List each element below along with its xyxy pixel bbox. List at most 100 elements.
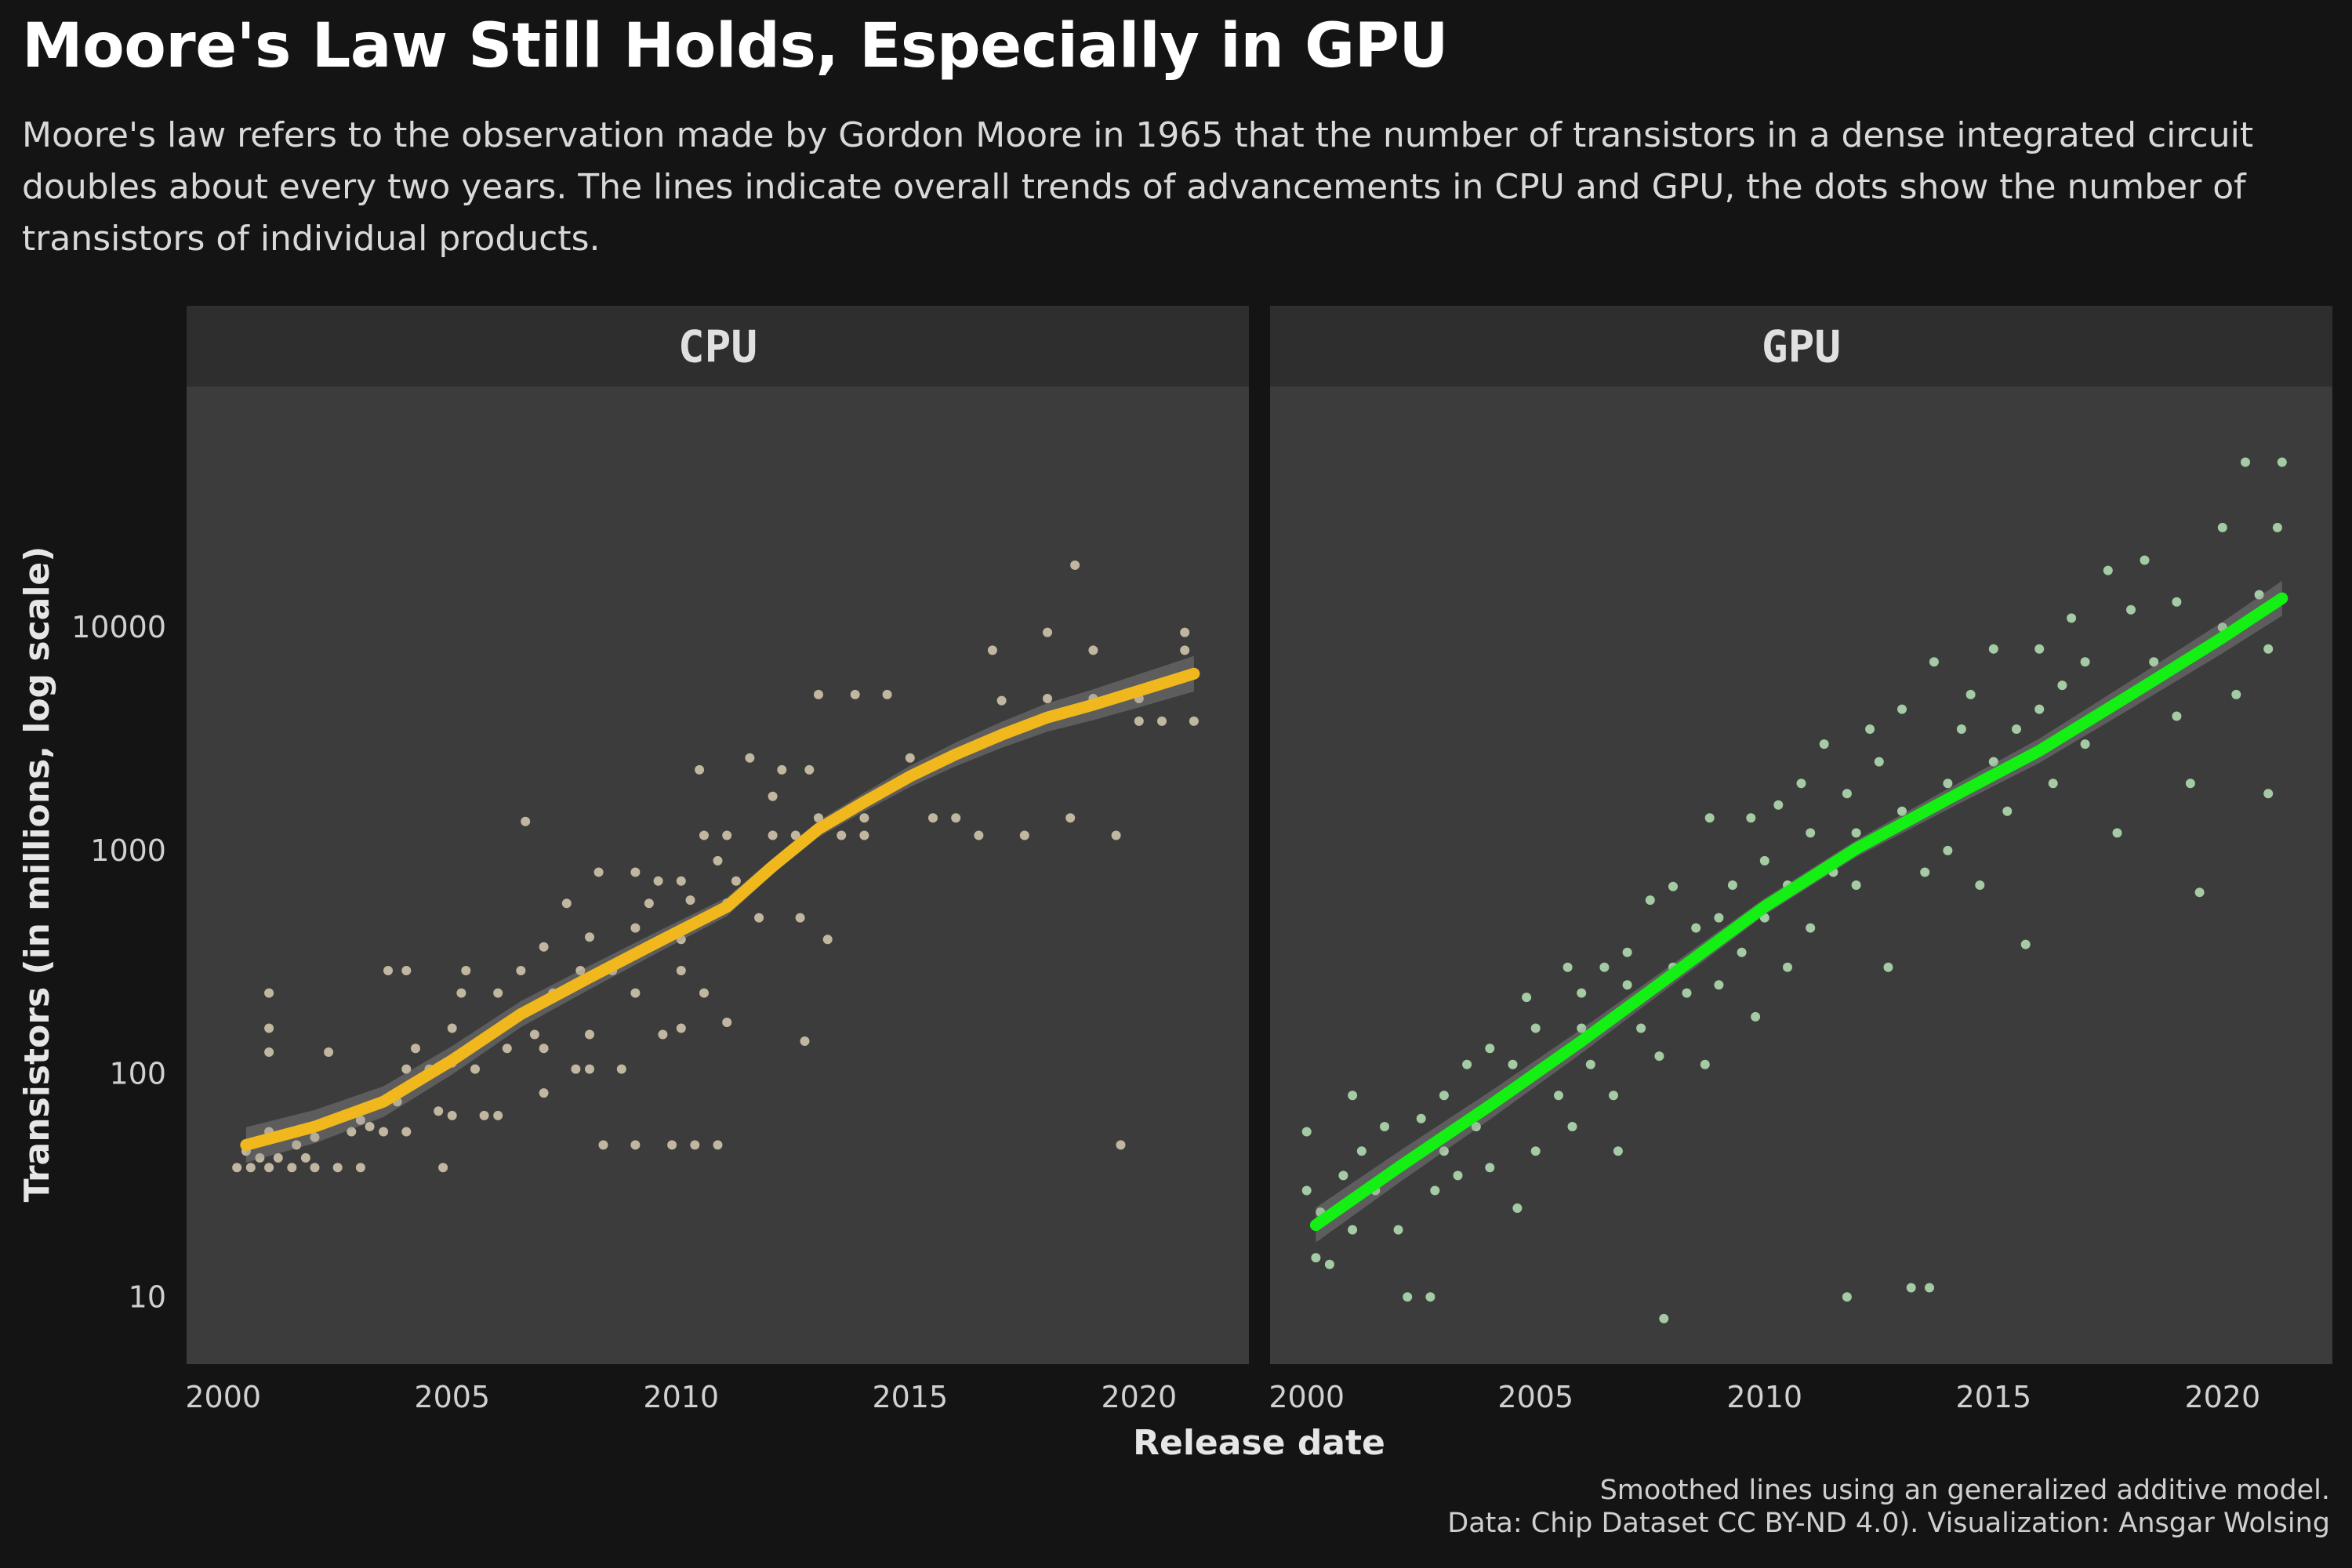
data-point [1577,988,1587,998]
x-tick-label: 2020 [2184,1380,2260,1414]
data-point [1512,1203,1523,1213]
y-tick-label: 10 [129,1279,166,1314]
data-point [690,1140,700,1150]
data-point [1471,1122,1481,1131]
data-point [1851,828,1861,838]
data-point [434,1106,444,1116]
data-point [1043,694,1052,703]
data-point [1522,993,1532,1003]
data-point [1988,644,1998,654]
data-point [2080,657,2090,667]
facet-label: GPU [1762,322,1841,373]
data-point [585,1064,594,1074]
data-point [814,813,823,823]
data-point [273,1152,283,1163]
data-point [2112,828,2122,838]
data-point [1116,1140,1126,1150]
data-point [1416,1113,1426,1123]
x-tick-label: 2010 [1726,1380,1802,1414]
data-point [493,1110,503,1120]
data-point [1338,1171,1348,1181]
y-tick-label: 1000 [90,833,166,868]
data-point [2012,724,2021,734]
data-point [1737,947,1747,957]
data-point [2034,704,2045,714]
data-point [1111,830,1121,840]
data-point [2194,887,2205,898]
plot-panel [1270,387,2332,1364]
data-point [1796,779,1806,789]
data-point [699,830,709,840]
data-point [1380,1122,1389,1131]
x-tick-label: 2005 [414,1380,490,1414]
x-tick-label: 2015 [1955,1380,2031,1414]
data-point [292,1140,302,1150]
data-point [1622,980,1632,990]
data-point [768,830,778,840]
data-point [245,1163,256,1173]
data-point [1453,1171,1463,1181]
data-point [493,988,503,998]
data-point [1311,1253,1321,1263]
data-point [1065,813,1076,823]
data-point [676,966,686,975]
data-point [1530,1023,1541,1033]
data-point [1485,1044,1495,1054]
data-point [287,1163,297,1173]
data-point [768,791,778,801]
data-point [1851,880,1861,890]
data-point [630,988,641,998]
data-point [2057,681,2067,691]
data-point [2140,555,2150,565]
data-point [539,942,549,952]
data-point [1301,1185,1312,1196]
data-point [1180,627,1190,637]
data-point [1324,1259,1334,1269]
data-point [1462,1059,1472,1069]
trend-line [240,667,1200,1151]
data-point [1746,813,1756,823]
data-point [310,1163,320,1173]
data-point [401,1064,412,1074]
data-point [754,913,764,923]
data-point [575,966,586,975]
data-point [539,1044,549,1054]
data-point [1819,739,1829,750]
data-point [2080,739,2090,750]
data-point [1585,1059,1595,1069]
data-point [1842,789,1852,799]
data-point [264,1163,274,1173]
plot-panel [187,387,1249,1364]
data-point [1348,1225,1358,1235]
data-point [1301,1127,1312,1137]
facet-label: CPU [678,322,757,373]
x-axis-title: Release date [1133,1423,1385,1463]
data-point [1897,806,1907,816]
trend-line [1309,592,2288,1232]
data-point [814,689,823,699]
data-point [2263,644,2274,654]
data-point [1348,1091,1358,1101]
panel-gpu: GPU 2000 2005 2010 2015 2020 [1269,306,2332,1414]
data-point [616,1064,626,1074]
data-point [264,1023,274,1033]
data-point [837,830,847,840]
data-point [2020,939,2031,949]
data-point [1356,1146,1367,1156]
data-point [355,1163,365,1173]
data-point [1425,1292,1436,1302]
data-point [1180,645,1190,655]
data-point [2263,789,2274,799]
data-point [2217,522,2227,532]
data-point [1714,913,1724,923]
data-point [722,830,732,840]
data-point [1157,716,1167,726]
data-point [1883,962,1893,972]
data-point [255,1152,265,1163]
x-tick-label: 2020 [1101,1380,1177,1414]
data-point [713,1140,723,1150]
data-point [598,1140,608,1150]
data-point [658,1029,668,1040]
caption: Smoothed lines using an generalized addi… [1447,1474,2330,1540]
